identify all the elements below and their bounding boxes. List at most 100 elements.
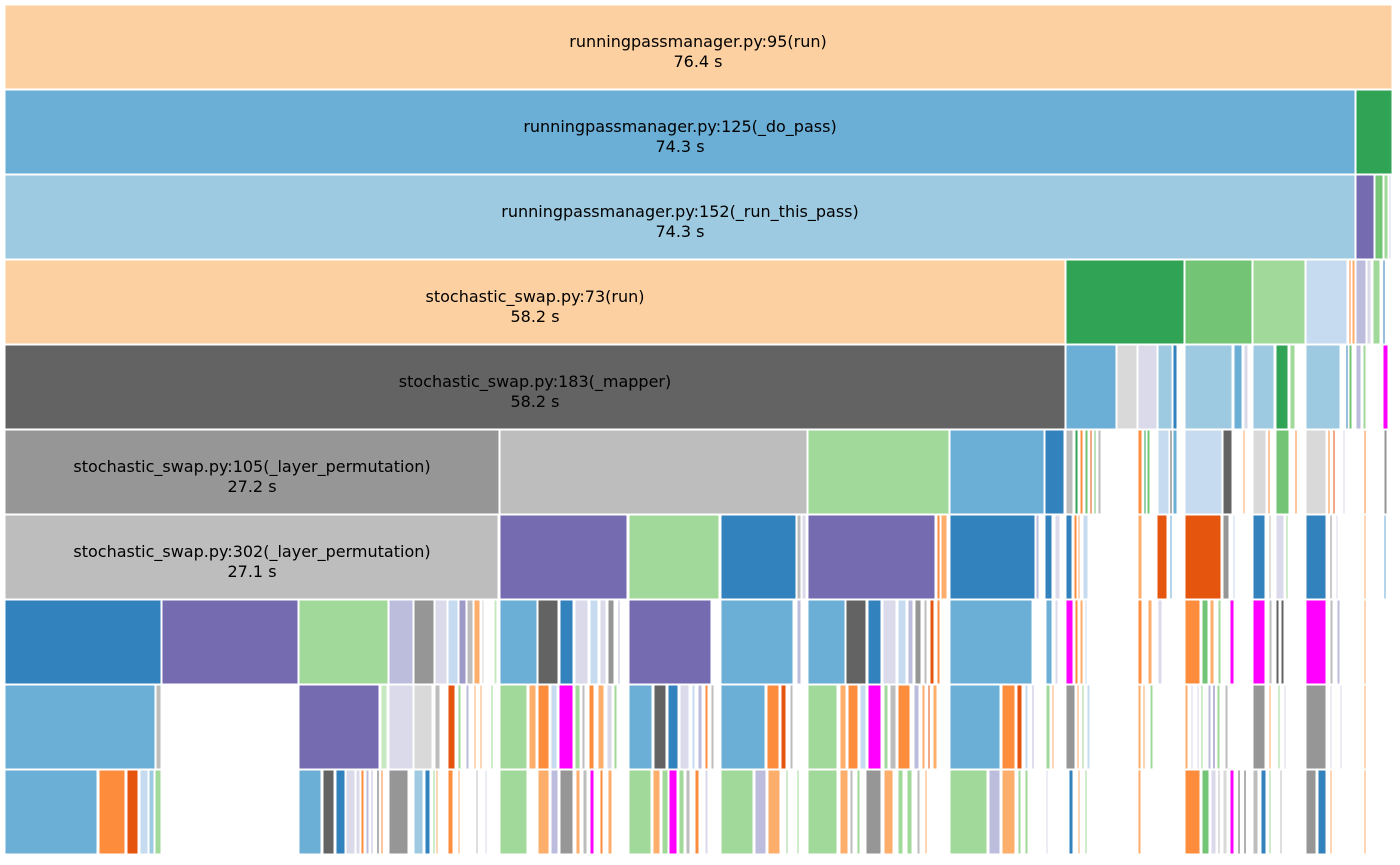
frame-rect[interactable]: [1275, 344, 1289, 430]
frame-rect[interactable]: [376, 769, 380, 855]
frame-rect[interactable]: [1209, 599, 1215, 685]
frame-rect[interactable]: [528, 684, 537, 770]
frame-rect[interactable]: [807, 429, 950, 515]
frame-rect[interactable]: [1184, 684, 1189, 770]
frame-rect[interactable]: [380, 684, 388, 770]
frame-rect[interactable]: [1252, 769, 1259, 855]
frame-rect[interactable]: [126, 769, 139, 855]
frame-rect[interactable]: [1116, 344, 1138, 430]
frame-rect[interactable]: [1086, 684, 1091, 770]
frame-rect[interactable]: [807, 599, 846, 685]
frame-rect[interactable]: [1275, 429, 1290, 515]
frame-rect[interactable]: [1285, 514, 1289, 600]
frame-rect[interactable]: [4, 684, 156, 770]
frame-rect[interactable]: [865, 769, 882, 855]
frame-rect[interactable]: [628, 514, 720, 600]
frame-rect[interactable]: [916, 769, 921, 855]
frame-rect[interactable]: [487, 599, 490, 685]
frame-rect[interactable]: [1252, 599, 1266, 685]
frame-rect[interactable]: [475, 769, 479, 855]
frame-rect[interactable]: [1001, 684, 1016, 770]
frame-rect[interactable]: [653, 684, 667, 770]
frame-rect[interactable]: [1335, 514, 1339, 600]
frame-rect[interactable]: [949, 514, 1036, 600]
frame-rect[interactable]: [589, 769, 595, 855]
frame-rect[interactable]: [465, 684, 470, 770]
frame-3[interactable]: [4, 259, 1066, 345]
frame-rect[interactable]: [628, 769, 652, 855]
frame-rect[interactable]: [298, 769, 322, 855]
frame-rect[interactable]: [1327, 429, 1331, 515]
frame-rect[interactable]: [1275, 599, 1280, 685]
frame-rect[interactable]: [796, 514, 802, 600]
frame-rect[interactable]: [1081, 684, 1085, 770]
frame-rect[interactable]: [921, 684, 926, 770]
frame-rect[interactable]: [859, 684, 867, 770]
frame-rect[interactable]: [1363, 514, 1367, 600]
frame-rect[interactable]: [1169, 429, 1173, 515]
frame-rect[interactable]: [1305, 344, 1341, 430]
frame-0[interactable]: [4, 4, 1393, 90]
frame-rect[interactable]: [1268, 684, 1272, 770]
frame-rect[interactable]: [1252, 344, 1275, 430]
frame-rect[interactable]: [1073, 514, 1078, 600]
frame-rect[interactable]: [1084, 599, 1088, 685]
frame-rect[interactable]: [1065, 429, 1074, 515]
frame-rect[interactable]: [1137, 599, 1143, 685]
frame-rect[interactable]: [1184, 769, 1201, 855]
frame-rect[interactable]: [139, 769, 149, 855]
frame-rect[interactable]: [1363, 769, 1367, 855]
frame-rect[interactable]: [897, 769, 904, 855]
frame-rect[interactable]: [1074, 599, 1079, 685]
frame-rect[interactable]: [148, 769, 155, 855]
frame-1[interactable]: [4, 89, 1356, 175]
frame-rect[interactable]: [1097, 429, 1102, 515]
frame-rect[interactable]: [558, 684, 574, 770]
frame-rect[interactable]: [867, 599, 882, 685]
frame-rect[interactable]: [1024, 769, 1029, 855]
frame-rect[interactable]: [1217, 599, 1222, 685]
frame-rect[interactable]: [1222, 769, 1228, 855]
frame-rect[interactable]: [907, 599, 914, 685]
frame-rect[interactable]: [906, 769, 913, 855]
frame-rect[interactable]: [499, 684, 528, 770]
frame-rect[interactable]: [1355, 259, 1367, 345]
frame-rect[interactable]: [365, 769, 370, 855]
frame-rect[interactable]: [1068, 769, 1074, 855]
frame-rect[interactable]: [924, 769, 928, 855]
frame-rect[interactable]: [628, 684, 653, 770]
frame-rect[interactable]: [668, 769, 678, 855]
frame-rect[interactable]: [1200, 684, 1204, 770]
frame-rect[interactable]: [466, 599, 474, 685]
frame-rect[interactable]: [484, 599, 487, 685]
frame-rect[interactable]: [484, 769, 488, 855]
frame-rect[interactable]: [1329, 514, 1333, 600]
frame-rect[interactable]: [1279, 769, 1283, 855]
frame-rect[interactable]: [628, 599, 712, 685]
frame-rect[interactable]: [1232, 514, 1236, 600]
frame-rect[interactable]: [1277, 684, 1281, 770]
frame-rect[interactable]: [1280, 599, 1285, 685]
frame-rect[interactable]: [1082, 514, 1089, 600]
frame-rect[interactable]: [704, 684, 709, 770]
frame-rect[interactable]: [447, 769, 454, 855]
frame-rect[interactable]: [161, 599, 299, 685]
frame-rect[interactable]: [914, 599, 922, 685]
frame-rect[interactable]: [1283, 684, 1287, 770]
frame-rect[interactable]: [1243, 769, 1247, 855]
frame-rect[interactable]: [1054, 514, 1061, 600]
frame-rect[interactable]: [4, 599, 162, 685]
frame-rect[interactable]: [574, 599, 589, 685]
frame-rect[interactable]: [1362, 344, 1367, 430]
frame-rect[interactable]: [847, 684, 859, 770]
frame-rect[interactable]: [883, 769, 894, 855]
frame-rect[interactable]: [434, 599, 448, 685]
frame-rect[interactable]: [913, 684, 920, 770]
frame-rect[interactable]: [1156, 514, 1168, 600]
frame-rect[interactable]: [424, 769, 431, 855]
frame-rect[interactable]: [1383, 514, 1387, 600]
frame-rect[interactable]: [1076, 684, 1080, 770]
frame-rect[interactable]: [932, 684, 938, 770]
frame-rect[interactable]: [839, 769, 849, 855]
frame-rect[interactable]: [1024, 684, 1029, 770]
